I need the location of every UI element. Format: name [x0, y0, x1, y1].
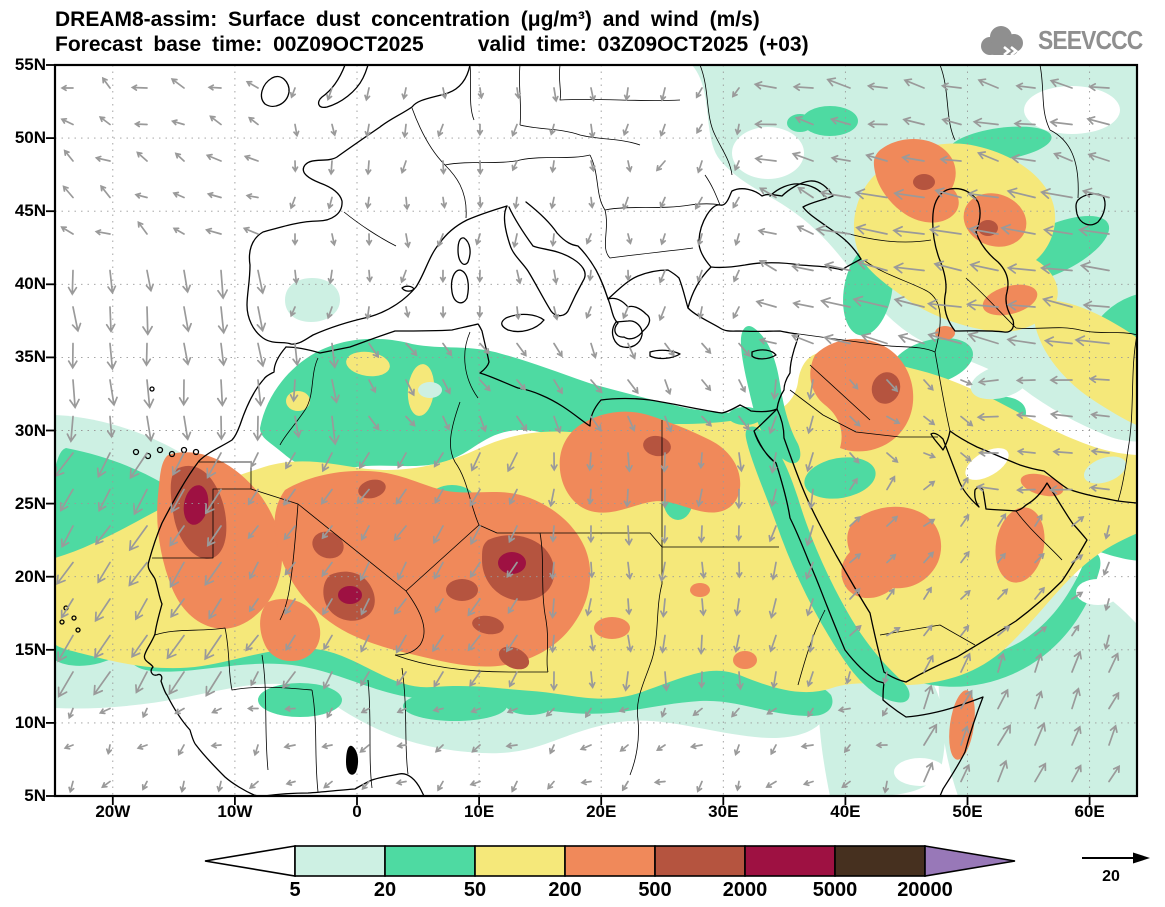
x-tick-label: 50E: [952, 802, 983, 821]
cloud-icon: [981, 26, 1024, 57]
colorbar-cell: [384, 845, 476, 877]
x-tick-label: 10E: [463, 802, 495, 821]
colorbar-tick-label: 200: [548, 879, 582, 901]
colorbar-underflow-arrow: [204, 845, 296, 877]
y-tick-label: 5N: [24, 786, 46, 805]
y-tick-label: 35N: [14, 347, 46, 367]
colorbar-cell: [654, 845, 746, 877]
y-tick-label: 45N: [14, 201, 46, 221]
country-borders: [152, 65, 1137, 793]
colorbar-overflow-arrow: [924, 845, 1016, 877]
colorbar-tick-label: 2000: [722, 879, 768, 901]
x-tick-label: 20E: [586, 802, 617, 821]
y-tick-label: 10N: [14, 712, 46, 732]
axis-ticks: [46, 64, 1091, 805]
x-tick-label: 20W: [95, 802, 131, 821]
colorbar-cell: [474, 845, 566, 877]
y-tick-label: 20N: [14, 566, 46, 586]
colorbar-tick-label: 20: [373, 879, 397, 901]
seevccc-logo: SEEVCCC: [974, 20, 1157, 60]
wind-reference-label: 20: [1102, 868, 1120, 885]
colorbar-cell: [744, 845, 836, 877]
wind-vector-field: [55, 76, 1121, 794]
page-title: DREAM8-assim: Surface dust concentration…: [55, 8, 760, 31]
y-tick-label: 50N: [14, 128, 46, 148]
colorbar-cell: [294, 845, 386, 877]
y-tick-label: 55N: [14, 55, 46, 74]
colorbar-cell: [564, 845, 656, 877]
x-tick-label: 40E: [830, 802, 861, 821]
x-tick-label: 0: [352, 802, 362, 821]
y-tick-label: 15N: [14, 639, 46, 659]
y-tick-label: 40N: [14, 274, 46, 294]
colorbar-tick-label: 500: [638, 879, 672, 901]
wind-reference-arrow: [1082, 852, 1150, 864]
colorbar-cell: [834, 845, 926, 877]
forecast-time-subtitle: Forecast base time: 00Z09OCT2025 valid t…: [55, 33, 809, 56]
colorbar: [204, 845, 1016, 877]
logo-text: SEEVCCC: [1038, 24, 1143, 55]
y-tick-label: 30N: [14, 420, 46, 440]
colorbar-tick-label: 5: [289, 879, 301, 901]
colorbar-tick-label: 20000: [897, 879, 953, 901]
x-tick-label: 30E: [708, 802, 739, 821]
y-tick-label: 25N: [14, 493, 46, 513]
colorbar-tick-label: 5000: [812, 879, 858, 901]
x-tick-label: 10W: [217, 802, 253, 821]
x-tick-label: 60E: [1074, 802, 1105, 821]
colorbar-tick-label: 50: [463, 879, 487, 901]
coastlines: [59, 65, 1137, 796]
